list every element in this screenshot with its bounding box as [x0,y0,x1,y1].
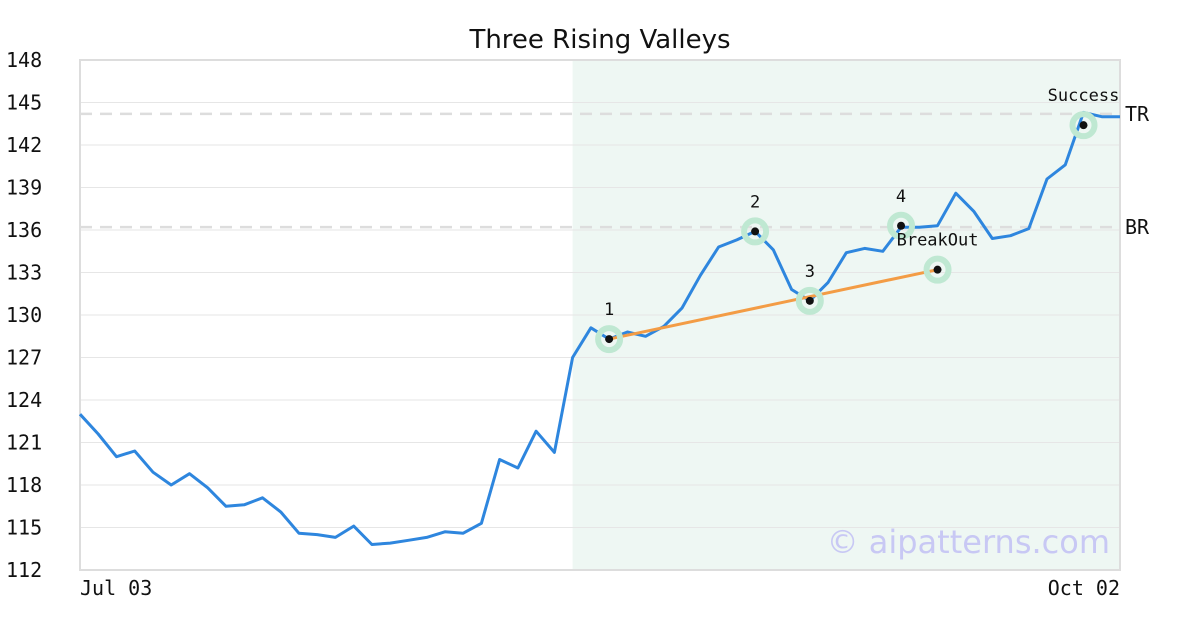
point-dot [1079,121,1088,130]
level-label: BR [1125,215,1150,239]
point-halo [795,286,824,315]
point-halo [595,325,624,354]
y-axis-ticks: 112 115 118 121 124 127 130 133 136 139 142 145 148 [6,48,42,582]
plot-frame [79,59,1121,571]
point-label: 2 [750,192,760,212]
point-label: 3 [805,262,815,282]
y-tick-label: 115 [6,516,42,540]
y-tick-label: 121 [6,431,42,455]
point-dot [933,265,942,274]
y-tick-label: 136 [6,218,42,242]
chart-title: Three Rising Valleys [468,25,730,55]
point-label: BreakOut [897,231,979,251]
y-tick-label: 112 [6,558,42,582]
point-label: Success [1048,86,1120,106]
level-lines: TR BR [80,102,1150,239]
grid-lines [80,59,1120,571]
point-halo [741,217,770,246]
point-dot [751,227,760,236]
y-tick-label: 133 [6,261,42,285]
point-halo [1069,111,1098,140]
x-tick-label: Jul 03 [80,576,152,600]
watermark: © aipatterns.com [827,523,1110,561]
y-tick-label: 118 [6,473,42,497]
point-halo [887,211,916,240]
valley-trendline [608,268,938,341]
point-label: 4 [896,187,906,207]
y-tick-label: 142 [6,133,42,157]
level-label: TR [1125,102,1150,126]
y-tick-label: 127 [6,346,42,370]
y-tick-label: 130 [6,303,42,327]
point-label: 1 [604,300,614,320]
pattern-points: 1 2 3 4 BreakOut Success [595,86,1120,354]
y-tick-label: 145 [6,91,42,115]
x-axis-ticks: Jul 03 Oct 02 [80,576,1120,600]
point-dot [805,296,814,305]
y-tick-label: 148 [6,48,42,72]
y-tick-label: 139 [6,176,42,200]
point-dot [605,335,614,344]
y-tick-label: 124 [6,388,42,412]
x-tick-label: Oct 02 [1048,576,1120,600]
point-halo [923,255,952,284]
point-dot [897,221,906,230]
